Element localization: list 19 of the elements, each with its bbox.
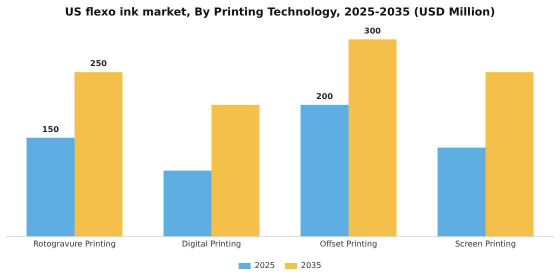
data-label: 150	[42, 124, 60, 134]
bar	[348, 39, 396, 236]
data-label: 250	[90, 59, 108, 68]
bar	[74, 72, 122, 236]
x-tick-label: Digital Printing	[182, 239, 242, 248]
legend-label: 2025	[254, 261, 275, 270]
bar	[300, 104, 348, 236]
x-tick-label: Offset Printing	[320, 239, 378, 248]
x-tick-label: Rotogravure Printing	[33, 239, 116, 248]
bar	[26, 138, 74, 236]
data-label: 200	[316, 92, 334, 102]
bar	[438, 148, 486, 236]
data-label: 300	[364, 26, 382, 36]
legend-label: 2035	[301, 261, 322, 270]
bar	[164, 170, 212, 236]
bar	[212, 104, 260, 236]
chart-title: US flexo ink market, By Printing Technology, 2025-2035 (USD Million)	[64, 5, 496, 18]
x-tick-label: Screen Printing	[455, 239, 516, 248]
bar	[486, 72, 534, 236]
